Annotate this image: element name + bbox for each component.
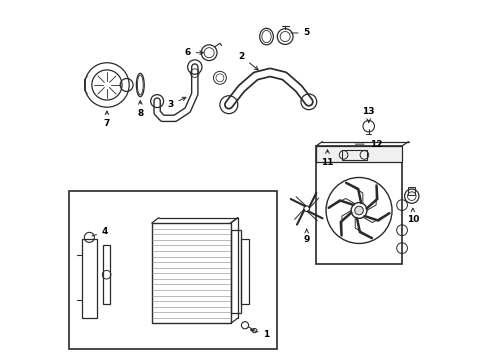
Text: 10: 10 (407, 208, 419, 224)
Bar (408, 187, 416, 195)
Text: 13: 13 (363, 107, 375, 122)
Bar (231, 230, 242, 313)
Text: 2: 2 (238, 52, 258, 70)
Text: 9: 9 (303, 229, 310, 244)
Text: 7: 7 (104, 111, 110, 128)
Bar (316, 146, 402, 162)
Text: 11: 11 (321, 150, 334, 167)
Text: 12: 12 (355, 140, 382, 149)
Bar (103, 244, 110, 304)
Text: 3: 3 (167, 97, 186, 109)
Text: 8: 8 (137, 101, 144, 118)
Bar (152, 223, 231, 323)
Bar (316, 146, 402, 264)
Bar (69, 191, 277, 348)
Circle shape (355, 206, 364, 215)
Text: 5: 5 (291, 28, 310, 37)
Text: 4: 4 (92, 228, 108, 237)
Text: 1: 1 (250, 329, 270, 339)
Bar (82, 239, 97, 318)
Bar (342, 149, 367, 160)
Bar (242, 239, 249, 304)
Text: 6: 6 (185, 48, 203, 57)
